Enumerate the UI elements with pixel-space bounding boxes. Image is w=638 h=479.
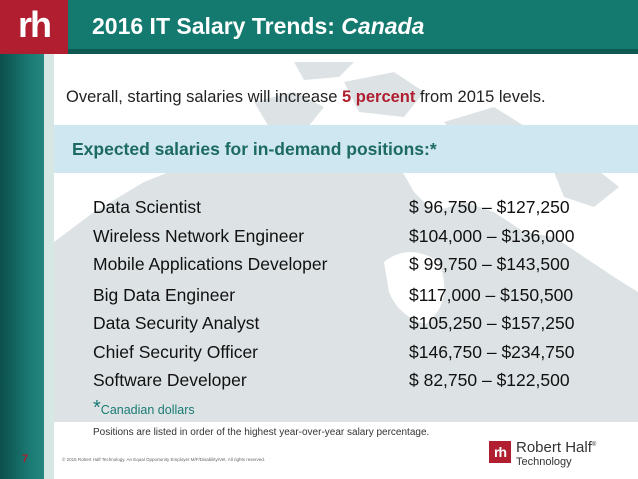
order-note: Positions are listed in order of the hig…: [93, 427, 430, 438]
map-mainland: [54, 142, 638, 422]
rh-logo-box: rh: [0, 0, 68, 54]
slide-title: 2016 IT Salary Trends: Canada: [92, 13, 424, 40]
salary-row: Wireless Network Engineer $104,000 – $136…: [93, 226, 593, 252]
salary-row: Big Data Engineer $117,000 – $150,500: [93, 285, 593, 311]
registered-mark: ®: [591, 442, 597, 448]
position-name: Software Developer: [93, 370, 247, 390]
intro-after: from 2015 levels.: [415, 88, 546, 106]
salary-range: $117,000 – $150,500: [409, 285, 574, 305]
title-main: 2016 IT Salary Trends:: [92, 13, 342, 39]
footer-copyright: © 2015 Robert Half Technology. An Equal …: [62, 457, 265, 462]
canada-map-background: [54, 62, 638, 422]
robert-half-logo: rh Robert Half® Technology: [489, 439, 629, 474]
position-name: Data Scientist: [93, 197, 201, 217]
salary-row: Data Scientist $ 96,750 – $127,250: [93, 197, 593, 223]
currency-note-text: Canadian dollars: [100, 403, 195, 417]
map-islands-4: [554, 167, 619, 207]
title-bar: 2016 IT Salary Trends: Canada: [68, 0, 638, 54]
section-header: Expected salaries for in-demand position…: [72, 139, 437, 159]
brand-sub: Technology: [516, 456, 572, 468]
title-region: Canada: [341, 13, 425, 39]
intro-text: Overall, starting salaries will increase…: [66, 88, 546, 107]
salary-range: $146,750 – $234,750: [409, 342, 575, 362]
map-hudson-bay: [384, 252, 445, 324]
intro-before: Overall, starting salaries will increase: [66, 88, 343, 106]
map-islands-5: [294, 62, 354, 80]
salary-range: $105,250 – $157,250: [409, 313, 575, 333]
left-accent-stripe: [44, 54, 54, 479]
position-name: Chief Security Officer: [93, 342, 259, 362]
salary-row: Mobile Applications Developer $ 99,750 – …: [93, 254, 593, 280]
rh-logo-icon: rh: [489, 441, 511, 463]
page-number: 7: [22, 453, 29, 465]
brand-name-text: Robert Half: [516, 439, 592, 456]
position-name: Mobile Applications Developer: [93, 254, 328, 274]
salary-row: Chief Security Officer $146,750 – $234,75…: [93, 342, 593, 368]
position-name: Big Data Engineer: [93, 285, 236, 305]
currency-note: *Canadian dollars: [93, 397, 195, 420]
salary-row: Software Developer $ 82,750 – $122,500: [93, 370, 593, 396]
intro-highlight: 5 percent: [342, 88, 416, 106]
logo-text: rh: [18, 4, 52, 45]
left-accent-bar: [0, 0, 54, 479]
rh-mark-text: rh: [494, 444, 507, 460]
section-band: [54, 125, 638, 173]
salary-range: $104,000 – $136,000: [409, 226, 575, 246]
currency-note-star: *: [93, 397, 101, 419]
map-islands-2: [344, 72, 424, 117]
salary-range: $ 99,750 – $143,500: [409, 254, 570, 274]
salary-range: $ 82,750 – $122,500: [409, 370, 570, 390]
brand-name: Robert Half®: [516, 439, 596, 456]
position-name: Data Security Analyst: [93, 313, 260, 333]
position-name: Wireless Network Engineer: [93, 226, 305, 246]
map-islands-1: [254, 92, 324, 132]
salary-range: $ 96,750 – $127,250: [409, 197, 570, 217]
salary-row: Data Security Analyst $105,250 – $157,250: [93, 313, 593, 339]
